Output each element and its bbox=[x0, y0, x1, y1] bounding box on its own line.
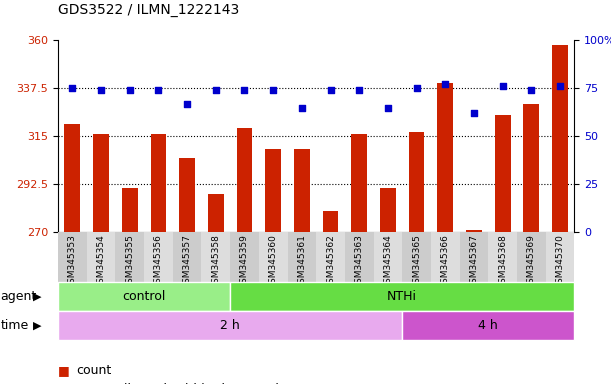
Bar bbox=[345, 232, 373, 282]
Text: GSM345366: GSM345366 bbox=[441, 234, 450, 289]
Point bbox=[240, 87, 249, 93]
Bar bbox=[380, 187, 396, 232]
Bar bbox=[265, 149, 281, 232]
Text: GSM345362: GSM345362 bbox=[326, 234, 335, 288]
Point bbox=[268, 87, 278, 93]
Text: GSM345358: GSM345358 bbox=[211, 234, 221, 289]
Bar bbox=[409, 132, 425, 232]
Text: GSM345359: GSM345359 bbox=[240, 234, 249, 289]
Point bbox=[211, 87, 221, 93]
Bar bbox=[373, 232, 402, 282]
Point bbox=[182, 101, 192, 107]
Point bbox=[412, 85, 422, 91]
Point bbox=[125, 87, 134, 93]
Bar bbox=[294, 149, 310, 232]
Text: GSM345364: GSM345364 bbox=[383, 234, 392, 288]
Text: GSM345363: GSM345363 bbox=[355, 234, 364, 289]
Text: GSM345361: GSM345361 bbox=[298, 234, 306, 289]
Text: ▶: ▶ bbox=[33, 320, 42, 331]
Bar bbox=[288, 232, 316, 282]
Bar bbox=[402, 232, 431, 282]
Text: GSM345367: GSM345367 bbox=[469, 234, 478, 289]
Bar bbox=[259, 232, 288, 282]
Bar bbox=[58, 232, 87, 282]
Text: agent: agent bbox=[1, 290, 37, 303]
Point bbox=[67, 85, 77, 91]
Bar bbox=[58, 282, 230, 311]
Text: NTHi: NTHi bbox=[387, 290, 417, 303]
Bar bbox=[517, 232, 546, 282]
Bar bbox=[144, 232, 173, 282]
Text: percentile rank within the sample: percentile rank within the sample bbox=[76, 383, 287, 384]
Text: ■: ■ bbox=[58, 364, 70, 377]
Bar bbox=[546, 232, 574, 282]
Bar bbox=[524, 104, 539, 232]
Bar bbox=[402, 311, 574, 340]
Text: count: count bbox=[76, 364, 112, 377]
Text: GSM345354: GSM345354 bbox=[97, 234, 106, 288]
Bar bbox=[323, 211, 338, 232]
Bar bbox=[437, 83, 453, 232]
Bar bbox=[179, 158, 195, 232]
Point bbox=[383, 104, 393, 111]
Text: GSM345355: GSM345355 bbox=[125, 234, 134, 289]
Text: time: time bbox=[1, 319, 29, 332]
Bar bbox=[316, 232, 345, 282]
Bar bbox=[65, 124, 80, 232]
Bar bbox=[122, 187, 137, 232]
Point bbox=[498, 83, 508, 89]
Text: 2 h: 2 h bbox=[221, 319, 240, 332]
Point bbox=[96, 87, 106, 93]
Bar bbox=[466, 230, 482, 232]
Text: 4 h: 4 h bbox=[478, 319, 498, 332]
Point bbox=[153, 87, 163, 93]
Point bbox=[555, 83, 565, 89]
Bar bbox=[87, 232, 115, 282]
Bar bbox=[431, 232, 459, 282]
Text: ■: ■ bbox=[58, 383, 70, 384]
Text: GDS3522 / ILMN_1222143: GDS3522 / ILMN_1222143 bbox=[58, 3, 240, 17]
Bar bbox=[202, 232, 230, 282]
Bar bbox=[351, 134, 367, 232]
Point bbox=[441, 81, 450, 88]
Bar bbox=[236, 128, 252, 232]
Bar bbox=[150, 134, 166, 232]
Bar bbox=[495, 115, 511, 232]
Point bbox=[354, 87, 364, 93]
Text: GSM345357: GSM345357 bbox=[183, 234, 192, 289]
Bar bbox=[93, 134, 109, 232]
Point bbox=[297, 104, 307, 111]
Bar bbox=[230, 232, 259, 282]
Bar bbox=[173, 232, 202, 282]
Text: GSM345353: GSM345353 bbox=[68, 234, 77, 289]
Text: control: control bbox=[122, 290, 166, 303]
Text: ▶: ▶ bbox=[33, 291, 42, 302]
Point bbox=[469, 110, 479, 116]
Bar bbox=[459, 232, 488, 282]
Text: GSM345370: GSM345370 bbox=[555, 234, 565, 289]
Bar bbox=[230, 282, 574, 311]
Point bbox=[326, 87, 335, 93]
Bar bbox=[208, 194, 224, 232]
Text: GSM345356: GSM345356 bbox=[154, 234, 163, 289]
Text: GSM345368: GSM345368 bbox=[498, 234, 507, 289]
Bar bbox=[58, 311, 402, 340]
Text: GSM345365: GSM345365 bbox=[412, 234, 421, 289]
Text: GSM345369: GSM345369 bbox=[527, 234, 536, 289]
Text: GSM345360: GSM345360 bbox=[269, 234, 277, 289]
Bar bbox=[552, 45, 568, 232]
Bar bbox=[488, 232, 517, 282]
Point bbox=[527, 87, 536, 93]
Bar bbox=[115, 232, 144, 282]
